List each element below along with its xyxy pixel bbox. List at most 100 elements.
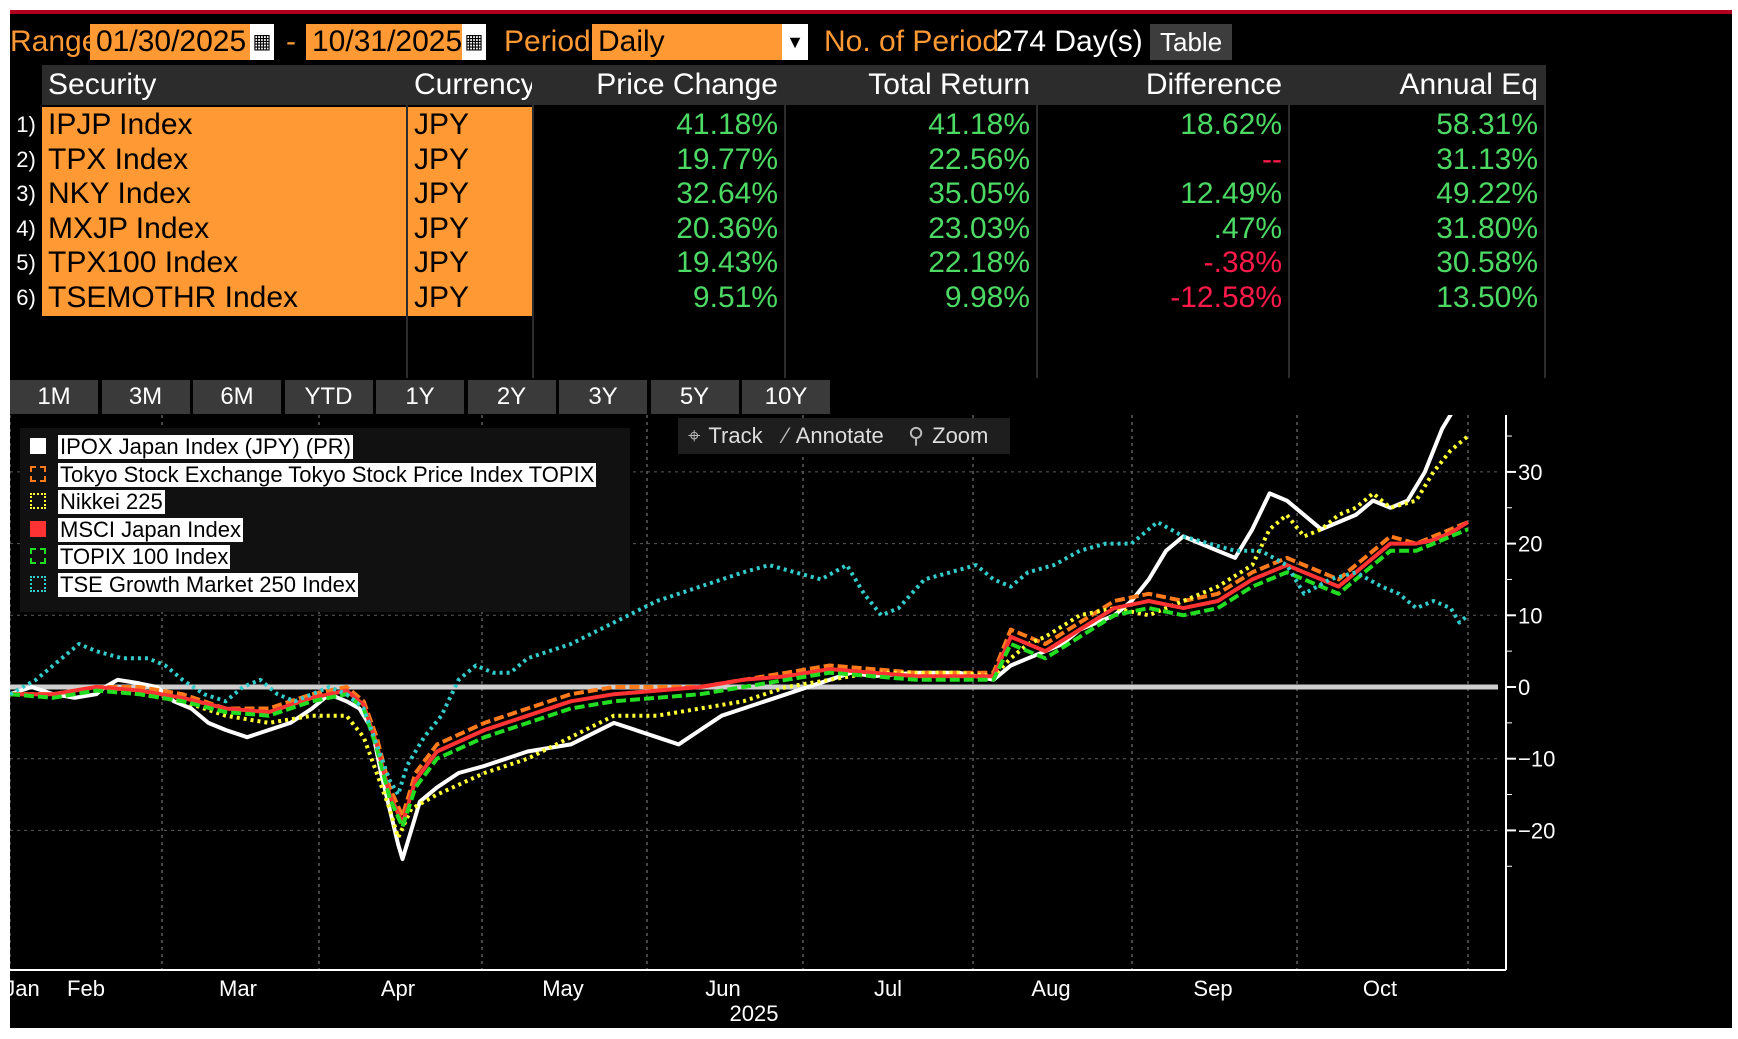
- difference-cell: 18.62%: [1180, 108, 1282, 141]
- legend-swatch: [30, 465, 46, 482]
- total-return-cell: 22.56%: [928, 142, 1030, 176]
- tool-annotate[interactable]: ⁄ Annotate: [774, 418, 912, 454]
- currency-cell: JPY: [408, 245, 532, 281]
- price-change-cell: 19.43%: [676, 246, 778, 279]
- legend-label: MSCI Japan Index: [58, 516, 243, 542]
- chevron-down-icon[interactable]: ▼: [782, 24, 808, 60]
- y-tick-label: 20: [1518, 532, 1542, 557]
- table-row[interactable]: 5) TPX100 Index JPY 19.43% 22.18% -.38% 30.58%: [10, 245, 1732, 283]
- series-line: [10, 520, 1470, 826]
- legend-swatch: [30, 520, 46, 537]
- table-row[interactable]: 3) NKY Index JPY 32.64% 35.05% 12.49% 49.22%: [10, 176, 1732, 214]
- date-separator: -: [286, 25, 296, 58]
- num-period-value: 274 Day(s): [996, 25, 1143, 58]
- chart-legend: IPOX Japan Index (JPY) (PR) Tokyo Stock E…: [20, 428, 630, 612]
- column-divider: [784, 65, 786, 378]
- column-header-total-return[interactable]: Total Return: [786, 65, 1036, 105]
- num-period-label: No. of Period: [824, 25, 1000, 58]
- end-date-field[interactable]: 10/31/2025: [306, 24, 462, 60]
- magnifier-icon: ⚲: [908, 423, 925, 448]
- column-divider: [1036, 65, 1038, 378]
- toolbar: Range 01/30/2025 ▦ - 10/31/2025 ▦ Period…: [10, 24, 1732, 62]
- row-number: 5): [16, 250, 36, 275]
- row-number: 1): [16, 112, 36, 137]
- calendar-icon[interactable]: ▦: [462, 24, 486, 60]
- column-header-price-change[interactable]: Price Change: [534, 65, 784, 105]
- security-cell[interactable]: NKY Index: [42, 176, 406, 212]
- table-row[interactable]: 4) MXJP Index JPY 20.36% 23.03% .47% 31.80%: [10, 210, 1732, 249]
- x-year-label: 2025: [730, 1001, 779, 1026]
- total-return-cell: 35.05%: [928, 177, 1030, 210]
- x-tick-label: Sep: [1193, 976, 1232, 1001]
- currency-cell: JPY: [408, 107, 532, 143]
- top-accent-line: [10, 10, 1732, 14]
- period-label: Period: [504, 25, 591, 58]
- column-header-currency[interactable]: Currency: [408, 65, 536, 105]
- difference-cell: --: [1262, 142, 1282, 176]
- period-button-10y[interactable]: 10Y: [742, 380, 830, 414]
- column-header-security[interactable]: Security: [42, 65, 406, 105]
- difference-cell: 12.49%: [1180, 177, 1282, 210]
- table-row[interactable]: 2) TPX Index JPY 19.77% 22.56% -- 31.13%: [10, 141, 1732, 180]
- total-return-cell: 23.03%: [928, 211, 1030, 245]
- terminal-window: Range 01/30/2025 ▦ - 10/31/2025 ▦ Period…: [10, 10, 1732, 1028]
- legend-swatch: [30, 438, 46, 454]
- start-date-field[interactable]: 01/30/2025: [90, 24, 250, 60]
- difference-cell: -.38%: [1203, 246, 1282, 279]
- price-change-cell: 9.51%: [692, 280, 778, 314]
- total-return-cell: 9.98%: [944, 280, 1030, 314]
- tool-track[interactable]: ⌖ Track: [678, 418, 788, 454]
- legend-label: Tokyo Stock Exchange Tokyo Stock Price I…: [58, 461, 597, 487]
- annual-eq-cell: 49.22%: [1436, 177, 1538, 210]
- table-button[interactable]: Table: [1150, 24, 1233, 60]
- y-tick-label: 30: [1518, 460, 1542, 485]
- period-button-2y[interactable]: 2Y: [467, 380, 556, 414]
- total-return-cell: 41.18%: [928, 108, 1030, 141]
- x-tick-label: May: [542, 976, 584, 1001]
- security-cell[interactable]: TPX Index: [42, 141, 406, 178]
- x-tick-label: Jul: [874, 976, 902, 1001]
- period-button-ytd[interactable]: YTD: [284, 380, 373, 414]
- x-tick-label: Feb: [67, 976, 105, 1001]
- security-cell[interactable]: TPX100 Index: [42, 245, 406, 281]
- calendar-icon[interactable]: ▦: [250, 24, 274, 60]
- difference-cell: -12.58%: [1170, 280, 1282, 314]
- column-divider: [1288, 65, 1290, 378]
- period-button-1y[interactable]: 1Y: [376, 380, 464, 414]
- column-header-difference[interactable]: Difference: [1038, 65, 1288, 105]
- crosshair-icon: ⌖: [688, 423, 701, 448]
- security-cell[interactable]: IPJP Index: [42, 107, 406, 143]
- tool-label: Annotate: [795, 423, 884, 448]
- period-button-3y[interactable]: 3Y: [559, 380, 647, 414]
- period-button-3m[interactable]: 3M: [101, 380, 190, 414]
- x-tick-label: Aug: [1031, 976, 1070, 1001]
- security-cell[interactable]: MXJP Index: [42, 210, 406, 247]
- period-button-6m[interactable]: 6M: [193, 380, 281, 414]
- period-button-1m[interactable]: 1M: [10, 380, 98, 414]
- column-divider: [406, 65, 408, 378]
- currency-cell: JPY: [408, 279, 532, 316]
- column-header-annual-eq[interactable]: Annual Eq: [1290, 65, 1544, 105]
- difference-cell: .47%: [1213, 211, 1282, 245]
- currency-cell: JPY: [408, 176, 532, 212]
- y-tick-label: −20: [1518, 818, 1555, 843]
- x-tick-label: Jun: [705, 976, 740, 1001]
- currency-cell: JPY: [408, 210, 532, 247]
- column-divider: [532, 65, 534, 378]
- table-row[interactable]: 1) IPJP Index JPY 41.18% 41.18% 18.62% 58.31%: [10, 107, 1732, 145]
- price-change-cell: 41.18%: [676, 108, 778, 141]
- tool-zoom[interactable]: ⚲ Zoom: [898, 418, 1010, 454]
- security-cell[interactable]: TSEMOTHR Index: [42, 279, 406, 316]
- price-change-cell: 32.64%: [676, 177, 778, 210]
- period-select[interactable]: Daily: [592, 24, 782, 60]
- legend-label: Nikkei 225: [58, 489, 165, 514]
- table-row[interactable]: 6) TSEMOTHR Index JPY 9.51% 9.98% -12.58% 13.5…: [10, 279, 1732, 318]
- annual-eq-cell: 58.31%: [1436, 108, 1538, 141]
- row-number: 3): [16, 181, 36, 206]
- annual-eq-cell: 31.80%: [1436, 211, 1538, 245]
- row-number: 6): [16, 284, 36, 310]
- performance-chart[interactable]: −20−10010203040JanFebMarAprMayJunJulAugS…: [10, 415, 1732, 1028]
- y-tick-label: 10: [1518, 603, 1542, 628]
- legend-swatch: [30, 548, 46, 564]
- period-button-5y[interactable]: 5Y: [650, 380, 739, 414]
